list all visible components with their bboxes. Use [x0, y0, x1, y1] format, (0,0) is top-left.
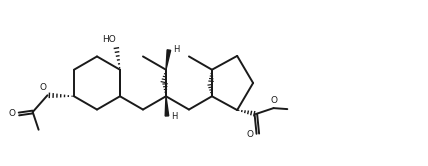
Polygon shape [165, 96, 169, 116]
Text: O: O [8, 109, 15, 119]
Text: H: H [171, 112, 178, 121]
Text: O: O [247, 130, 254, 139]
Text: HO: HO [102, 35, 116, 44]
Text: O: O [270, 96, 277, 105]
Polygon shape [166, 50, 171, 70]
Text: H: H [173, 45, 180, 54]
Text: O: O [40, 83, 47, 92]
